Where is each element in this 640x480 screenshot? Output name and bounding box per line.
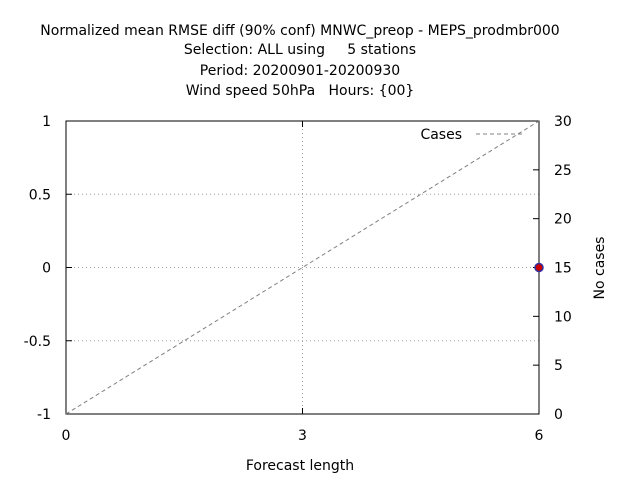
x-tick-label: 0 — [62, 428, 71, 444]
x-tick-label: 3 — [298, 428, 307, 444]
y2-tick-label: 10 — [554, 309, 572, 325]
y-tick-label: 1 — [42, 114, 51, 130]
legend: Cases — [420, 127, 522, 143]
data-point — [534, 262, 544, 273]
y2-axis-label: No cases — [592, 237, 608, 300]
y2-tick-label: 20 — [554, 212, 572, 228]
y2-tick-label: 15 — [554, 261, 572, 277]
title-line-4: Wind speed 50hPa Hours: {00} — [186, 83, 415, 99]
y-tick-label: 0.5 — [29, 187, 51, 203]
chart-title: Normalized mean RMSE diff (90% conf) MNW… — [40, 23, 559, 99]
y-tick-label: -1 — [37, 407, 51, 423]
y-tick-label: 0 — [42, 261, 51, 277]
legend-label-cases: Cases — [420, 127, 462, 143]
y2-tick-label: 5 — [554, 358, 563, 374]
y2-tick-label: 30 — [554, 114, 572, 130]
y-tick-label: -0.5 — [24, 334, 51, 350]
title-line-1: Normalized mean RMSE diff (90% conf) MNW… — [40, 23, 559, 39]
y-axis: -1 -0.5 0 0.5 1 — [24, 114, 72, 423]
grid-lines — [66, 121, 539, 414]
series-line-cases — [65, 120, 540, 415]
y2-tick-label: 0 — [554, 407, 563, 423]
title-line-2: Selection: ALL using 5 stations — [184, 42, 416, 58]
series-layer — [65, 120, 544, 415]
x-tick-label: 6 — [535, 428, 544, 444]
x-axis: 0 3 6 — [62, 121, 544, 444]
y2-axis: 0 5 10 15 20 25 30 — [533, 114, 572, 423]
title-line-3: Period: 20200901-20200930 — [200, 63, 400, 79]
y2-tick-label: 25 — [554, 163, 572, 179]
x-axis-label: Forecast length — [246, 458, 354, 474]
